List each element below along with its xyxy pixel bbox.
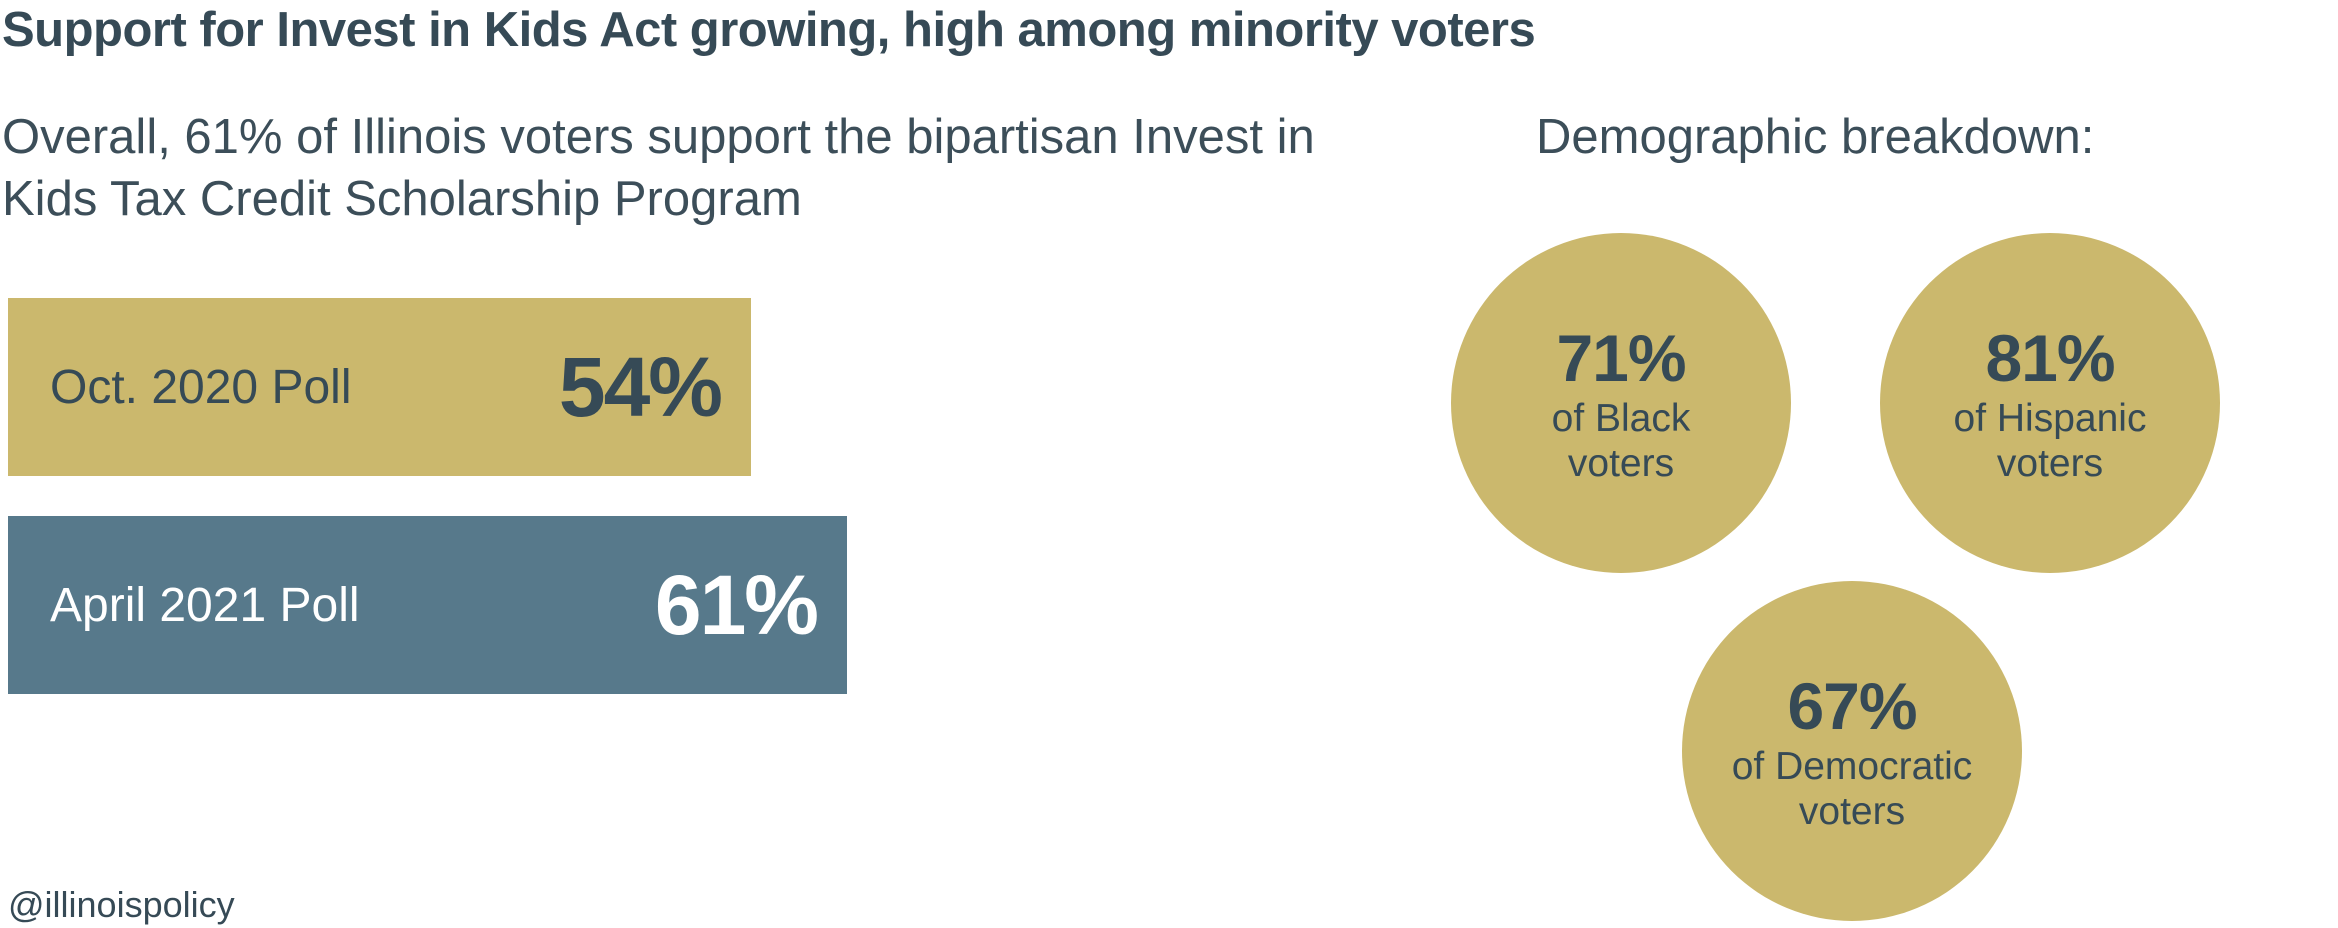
bar-value-april-2021: 61%: [654, 557, 819, 652]
circle-label-democratic-2: voters: [1798, 790, 1906, 833]
chart-subtitle: Overall, 61% of Illinois voters support …: [2, 110, 1315, 226]
circle-value-democratic: 67%: [1787, 669, 1917, 743]
circle-label-hispanic-2: voters: [1996, 442, 2104, 485]
circle-value-black: 71%: [1556, 321, 1686, 395]
circle-value-hispanic: 81%: [1985, 321, 2115, 395]
bar-april-2021: April 2021 Poll 61%: [8, 516, 847, 694]
circle-label-black-2: voters: [1567, 442, 1675, 485]
bar-value-oct-2020: 54%: [558, 339, 723, 434]
bar-label-oct-2020: Oct. 2020 Poll: [50, 360, 352, 414]
circle-hispanic-voters: 81% of Hispanic voters: [1880, 233, 2220, 573]
bar-label-april-2021: April 2021 Poll: [50, 578, 360, 632]
chart-title: Support for Invest in Kids Act growing, …: [2, 3, 1536, 57]
circle-label-democratic-1: of Democratic: [1731, 745, 1973, 788]
circle-black-voters: 71% of Black voters: [1451, 233, 1791, 573]
circle-democratic-voters: 67% of Democratic voters: [1682, 581, 2022, 921]
circle-label-hispanic-1: of Hispanic: [1953, 397, 2147, 440]
demographics-heading: Demographic breakdown:: [1536, 110, 2095, 164]
circle-label-black-1: of Black: [1551, 397, 1691, 440]
bar-oct-2020: Oct. 2020 Poll 54%: [8, 298, 751, 476]
footer-handle: @illinoispolicy: [8, 884, 235, 925]
